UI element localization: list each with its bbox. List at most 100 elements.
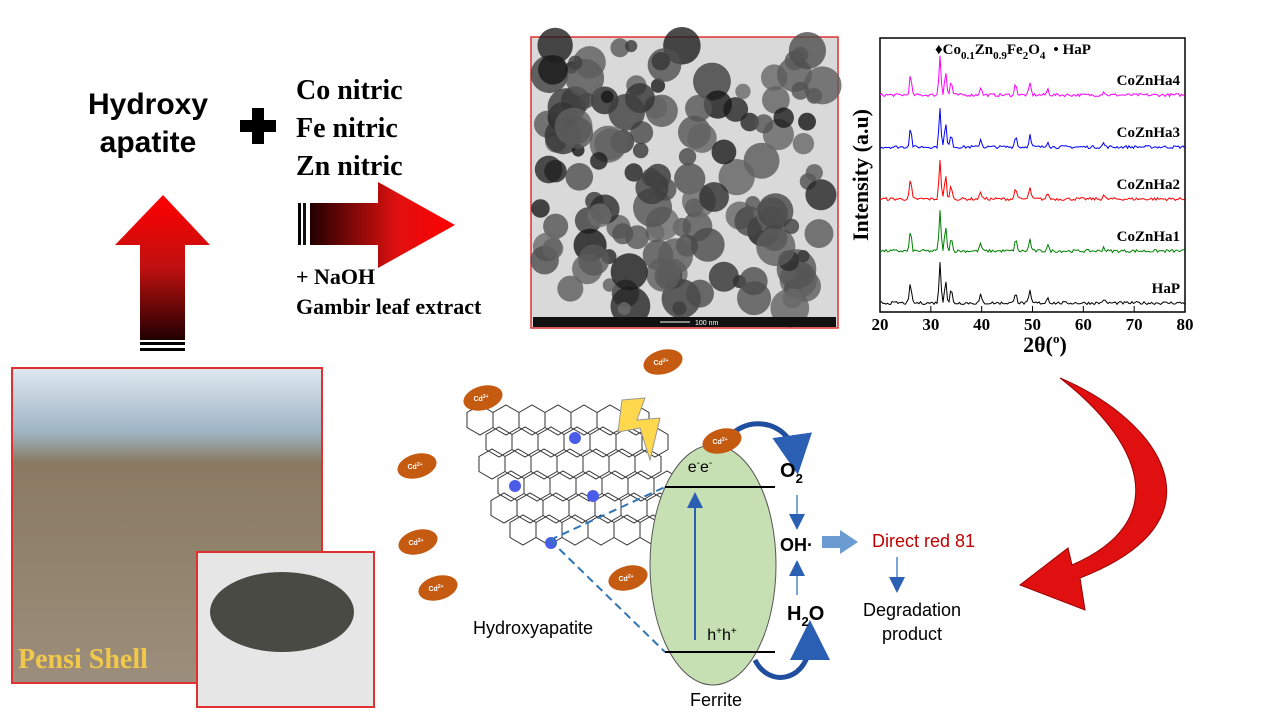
dash-link — [549, 486, 666, 541]
cd: Cd — [618, 576, 627, 583]
dye: Direct red 81 — [872, 531, 975, 551]
cd-charge: 2+ — [628, 574, 634, 580]
plus-sign — [240, 108, 276, 144]
particle — [600, 90, 614, 104]
salt: Zn nitric — [296, 151, 403, 182]
stripe — [140, 348, 185, 351]
cd-label: Cd2+ — [618, 574, 633, 583]
legend-marker: • — [1053, 42, 1058, 58]
ion-site — [569, 432, 581, 444]
up-arrow — [115, 195, 210, 340]
particle — [699, 182, 729, 212]
x-label-part: ) — [1059, 332, 1066, 357]
particle — [687, 123, 717, 153]
particle — [794, 263, 812, 282]
right-arrow — [310, 182, 455, 268]
cd-ion — [398, 529, 438, 555]
cd: Cd — [407, 464, 416, 471]
additive: + NaOH — [296, 264, 375, 289]
product: product — [882, 624, 942, 644]
particle — [792, 46, 809, 63]
curve-label: CoZnHa4 — [1117, 73, 1181, 89]
x-tick-label: 70 — [1126, 315, 1143, 334]
particle — [804, 219, 834, 249]
h: H — [787, 603, 801, 625]
particle — [579, 92, 595, 108]
x-label: 2θ(o) — [1023, 331, 1067, 357]
h-sub: 2 — [801, 614, 808, 629]
dash-link — [549, 539, 666, 653]
particle — [624, 163, 643, 182]
e-sup: - — [709, 458, 712, 469]
ring — [634, 448, 662, 480]
reactants: Hydroxy apatite Co nitric Fe nitric Zn n… — [88, 75, 482, 351]
particle — [543, 213, 569, 239]
base-line: apatite — [100, 126, 197, 159]
cd-charge: 2+ — [418, 538, 424, 544]
xrd-curve — [879, 55, 1185, 98]
particle — [617, 302, 631, 316]
water: H2O — [787, 603, 824, 629]
cd-label: Cd2+ — [712, 437, 727, 446]
formula-part: O — [1028, 42, 1040, 58]
particle — [690, 227, 725, 262]
additive: Gambir leaf extract — [296, 294, 482, 319]
particle — [573, 46, 606, 79]
cd-ion — [643, 349, 683, 375]
cd-label: Cd2+ — [407, 462, 422, 471]
particle — [805, 164, 823, 182]
x-tick-label: 20 — [872, 315, 889, 334]
scale-label: 100 nm — [695, 320, 719, 327]
radical: OH· — [780, 535, 813, 555]
product: Degradation — [863, 600, 961, 620]
particle — [542, 238, 564, 260]
formula-sub: 4 — [1040, 50, 1046, 62]
particle — [650, 78, 666, 93]
particle — [625, 40, 638, 53]
particle — [608, 93, 646, 131]
e-sup: - — [697, 458, 700, 469]
particle — [578, 244, 610, 276]
particle — [651, 51, 670, 71]
h: h — [722, 627, 731, 644]
particle — [657, 238, 694, 274]
y-label: Intensity (a.u) — [848, 109, 873, 241]
particle — [686, 279, 714, 308]
curve-label: CoZnHa2 — [1117, 177, 1180, 193]
shell-pile — [210, 572, 354, 652]
xrd-curve — [879, 108, 1185, 150]
particle — [610, 253, 648, 291]
cd-label: Cd2+ — [408, 538, 423, 547]
formula-part: Zn — [975, 42, 994, 58]
h: h — [707, 627, 716, 644]
h-sup: + — [716, 626, 722, 637]
cd-ion — [397, 453, 437, 479]
particle — [602, 278, 617, 292]
cd-charge: 2+ — [417, 462, 423, 468]
flow-arrow — [822, 530, 858, 554]
formula-sub: 2 — [1023, 50, 1029, 62]
cd-label: Cd2+ — [653, 358, 668, 367]
x-label-part: o — [1053, 331, 1060, 346]
mechanism: e-e- h+h+ O2 OH· H2O Direct red 81 Degra… — [397, 349, 975, 710]
x-tick-label: 40 — [973, 315, 990, 334]
light-bolt — [617, 397, 661, 462]
e: e — [700, 459, 709, 476]
particle — [587, 203, 612, 228]
x-tick-label: 80 — [1177, 315, 1194, 334]
o-sub: 2 — [796, 471, 803, 486]
x-tick-label: 30 — [922, 315, 939, 334]
base-line: Hydroxy — [88, 88, 208, 121]
particle — [754, 114, 774, 134]
xrd-panel: ♦Co0.1Zn0.9Fe2O4 • HaP Intensity (a.u) 2θ(… — [845, 30, 1200, 358]
shell-photos: Pensi Shell — [11, 367, 375, 708]
support-label: Hydroxyapatite — [473, 618, 593, 638]
x-tick-label: 60 — [1075, 315, 1092, 334]
particle — [641, 167, 661, 187]
electrons: e-e- — [688, 458, 713, 476]
particle — [711, 139, 737, 165]
particle — [718, 158, 755, 196]
cd-ion — [702, 428, 742, 454]
cd: Cd — [653, 360, 662, 367]
